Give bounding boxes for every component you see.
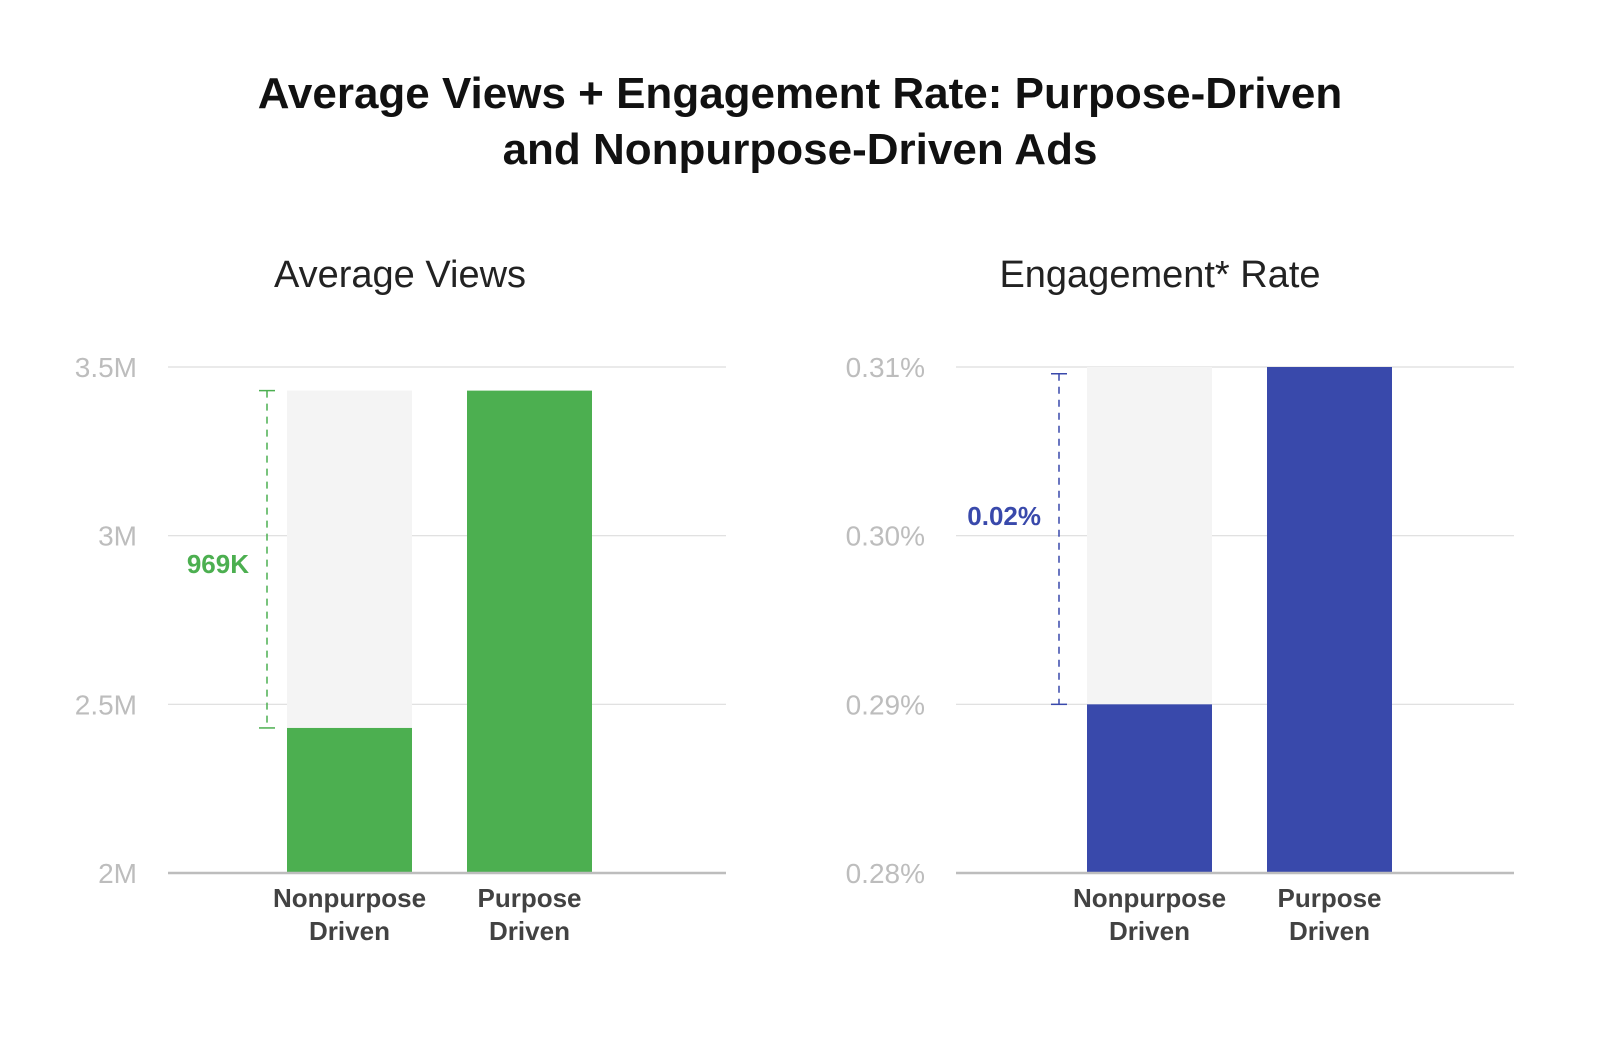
engagement-rate-chart: Engagement* Rate 0.28% 0.29% 0.30% 0.31% Nonp… <box>846 254 1514 946</box>
y-tick-label: 0.30% <box>846 521 925 552</box>
difference-label: 0.02% <box>967 501 1041 531</box>
chart-title: Average Views <box>274 254 526 296</box>
x-category-label: Driven <box>1109 916 1190 946</box>
x-category-label: Driven <box>309 916 390 946</box>
x-category-label: Driven <box>489 916 570 946</box>
page-title-line-1: Average Views + Engagement Rate: Purpose… <box>257 69 1343 118</box>
x-category-label: Purpose <box>477 883 581 913</box>
y-tick-label: 0.31% <box>846 352 925 383</box>
y-tick-label: 2M <box>98 858 137 889</box>
gap-background-bar <box>1087 367 1212 705</box>
difference-label: 969K <box>187 549 249 579</box>
bar-0 <box>1087 704 1212 873</box>
y-tick-label: 2.5M <box>75 689 137 720</box>
bar-0 <box>287 727 412 873</box>
bar-1 <box>1267 367 1392 873</box>
page-title: Average Views + Engagement Rate: Purpose… <box>0 66 1600 178</box>
y-tick-label: 3M <box>98 521 137 552</box>
x-category-label: Nonpurpose <box>273 883 426 913</box>
y-tick-label: 0.29% <box>846 689 925 720</box>
y-tick-label: 3.5M <box>75 352 137 383</box>
x-category-label: Nonpurpose <box>1073 883 1226 913</box>
chart-title: Engagement* Rate <box>999 254 1320 296</box>
average-views-chart: Average Views2M2.5M3M3.5MNonpurposeDrive… <box>75 254 726 946</box>
gap-background-bar <box>287 390 412 728</box>
x-category-label: Driven <box>1289 916 1370 946</box>
y-tick-label: 0.28% <box>846 858 925 889</box>
x-category-label: Purpose <box>1277 883 1381 913</box>
page-title-line-2: and Nonpurpose-Driven Ads <box>502 125 1098 174</box>
bar-1 <box>467 390 592 873</box>
